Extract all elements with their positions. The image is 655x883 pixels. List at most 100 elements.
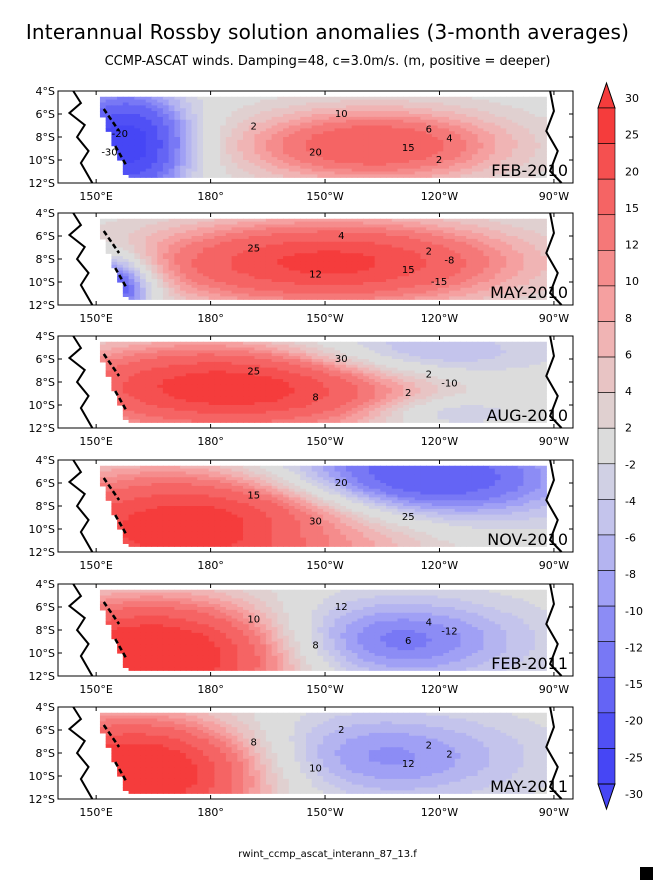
x-tick-label: 90°W: [539, 190, 569, 203]
field-cell: [214, 165, 221, 170]
field-cell: [454, 359, 462, 363]
contour-label: 4: [338, 231, 344, 242]
field-cell: [471, 116, 479, 121]
field-cell: [540, 102, 547, 106]
field-cell: [168, 168, 175, 173]
field-cell: [111, 341, 118, 346]
field-cell: [271, 261, 278, 266]
field-cell: [111, 227, 118, 231]
field-cell: [517, 233, 525, 237]
field-cell: [317, 142, 324, 147]
field-cell: [477, 293, 484, 297]
field-cell: [174, 116, 181, 121]
field-cell: [317, 218, 324, 223]
field-cell: [197, 160, 204, 164]
field-cell: [248, 114, 256, 118]
field-cell: [471, 290, 479, 295]
field-cell: [529, 267, 536, 272]
field-cell: [397, 157, 404, 161]
field-cell: [202, 267, 210, 272]
field-cell: [334, 244, 341, 249]
field-cell: [351, 160, 359, 164]
field-cell: [346, 267, 353, 272]
field-cell: [254, 259, 261, 263]
field-cell: [191, 273, 198, 277]
field-cell: [185, 247, 193, 251]
field-cell: [506, 102, 513, 106]
field-cell: [483, 236, 490, 240]
field-cell: [363, 353, 370, 357]
field-cell: [328, 264, 336, 269]
field-cell: [374, 282, 381, 286]
field-cell: [494, 259, 502, 263]
field-cell: [523, 267, 530, 272]
field-cell: [294, 276, 301, 280]
field-cell: [214, 160, 221, 164]
field-cell: [431, 238, 439, 243]
field-cell: [237, 241, 244, 246]
field-cell: [386, 119, 393, 124]
contour-label: 2: [251, 122, 257, 133]
field-cell: [105, 125, 113, 129]
field-cell: [517, 356, 525, 360]
field-cell: [317, 282, 324, 286]
field-cell: [105, 119, 113, 124]
field-cell: [283, 160, 290, 164]
field-cell: [391, 279, 399, 283]
field-cell: [483, 165, 490, 170]
field-cell: [197, 296, 204, 300]
field-cell: [140, 250, 147, 254]
field-cell: [283, 99, 290, 104]
field-cell: [283, 293, 290, 297]
field-cell: [437, 137, 444, 141]
field-cell: [380, 108, 387, 112]
field-cell: [471, 145, 479, 150]
field-cell: [506, 168, 513, 173]
field-cell: [328, 154, 336, 158]
field-cell: [351, 341, 359, 346]
field-cell: [500, 119, 507, 124]
field-cell: [517, 241, 525, 246]
field-cell: [283, 276, 290, 280]
field-cell: [351, 221, 359, 226]
field-cell: [540, 162, 547, 167]
field-cell: [454, 128, 462, 132]
field-cell: [248, 256, 256, 260]
field-cell: [145, 347, 153, 351]
field-cell: [162, 108, 170, 112]
field-cell: [420, 273, 427, 277]
field-cell: [277, 162, 284, 167]
field-cell: [426, 148, 433, 152]
field-cell: [489, 356, 496, 360]
field-cell: [157, 157, 164, 161]
field-cell: [397, 96, 404, 101]
field-cell: [426, 111, 433, 115]
field-cell: [168, 148, 175, 152]
field-cell: [449, 273, 456, 277]
field-cell: [500, 350, 507, 354]
field-cell: [157, 344, 164, 349]
field-cell: [420, 259, 427, 263]
field-cell: [260, 139, 267, 144]
field-cell: [534, 241, 542, 246]
field-cell: [328, 296, 336, 300]
field-cell: [431, 102, 439, 106]
field-cell: [191, 96, 198, 101]
field-cell: [277, 137, 284, 141]
field-cell: [460, 142, 467, 147]
field-cell: [162, 102, 170, 106]
field-cell: [323, 296, 330, 300]
field-cell: [288, 253, 296, 257]
field-cell: [437, 221, 444, 226]
field-cell: [197, 256, 204, 260]
field-cell: [180, 151, 187, 155]
field-cell: [466, 341, 473, 346]
field-cell: [397, 347, 404, 351]
field-cell: [500, 108, 507, 112]
field-cell: [122, 259, 130, 263]
field-cell: [220, 154, 227, 158]
field-cell: [157, 99, 164, 104]
field-cell: [397, 261, 404, 266]
field-cell: [237, 244, 244, 249]
field-cell: [202, 250, 210, 254]
